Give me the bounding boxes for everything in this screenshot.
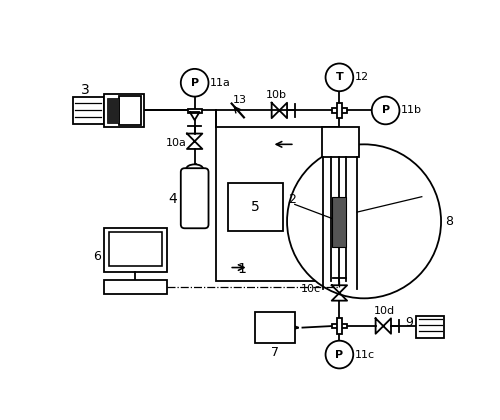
Bar [216, 127, 340, 281]
Bar [337, 103, 342, 118]
Circle shape [326, 341, 353, 368]
Bar [332, 197, 345, 247]
Ellipse shape [186, 164, 203, 173]
Bar [104, 280, 167, 294]
Circle shape [287, 144, 441, 298]
Bar [73, 97, 104, 124]
Bar [332, 324, 347, 328]
Bar [416, 316, 444, 338]
Bar [337, 318, 342, 334]
Text: 2: 2 [288, 193, 296, 206]
Text: 13: 13 [233, 94, 247, 105]
Text: 10a: 10a [166, 138, 186, 148]
Text: 3: 3 [81, 84, 90, 97]
Bar [228, 183, 283, 231]
Text: 8: 8 [445, 215, 453, 228]
Text: 10c: 10c [301, 284, 321, 294]
FancyBboxPatch shape [181, 168, 208, 228]
Text: 1: 1 [238, 262, 246, 276]
Bar [254, 312, 295, 343]
Text: 11a: 11a [210, 78, 231, 88]
Text: 6: 6 [93, 250, 101, 263]
Text: 7: 7 [270, 346, 278, 359]
Text: 4: 4 [168, 192, 177, 206]
Text: 10b: 10b [266, 90, 286, 100]
Bar [104, 228, 167, 272]
Circle shape [181, 69, 208, 97]
Text: 5: 5 [251, 200, 260, 214]
Bar [104, 94, 144, 126]
Text: 10d: 10d [374, 306, 395, 316]
Text: 11b: 11b [401, 105, 422, 116]
Text: P: P [336, 349, 344, 360]
Text: 9: 9 [406, 316, 413, 329]
Circle shape [372, 97, 400, 124]
Bar [322, 127, 358, 157]
Text: 12: 12 [355, 72, 369, 82]
Text: P: P [382, 105, 390, 116]
Text: 11c: 11c [355, 349, 375, 360]
Bar [119, 96, 141, 125]
Text: T: T [336, 72, 344, 82]
Bar [188, 109, 202, 113]
Bar [109, 232, 162, 266]
Circle shape [326, 63, 353, 91]
Bar [332, 108, 347, 113]
Bar [107, 98, 119, 123]
Text: P: P [190, 78, 198, 88]
